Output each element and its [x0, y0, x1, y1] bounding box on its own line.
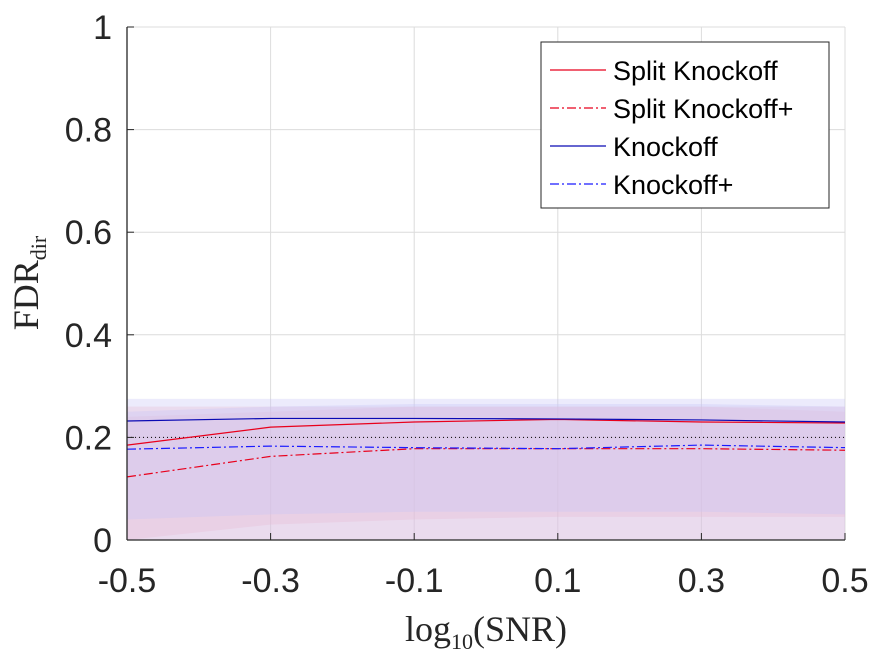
legend-label-knockoff: Knockoff — [613, 132, 718, 162]
y-tick-label: 0.4 — [65, 317, 112, 355]
x-tick-label: -0.5 — [98, 562, 157, 600]
series-line-split-knockoff — [126, 418, 846, 446]
y-tick-label: 0.8 — [65, 112, 112, 150]
legend: Split Knockoff Split Knockoff+ Knockoff … — [540, 41, 830, 209]
y-tick-label: 0 — [93, 522, 112, 560]
series-lines — [126, 417, 846, 478]
y-tick-label: 0.6 — [65, 214, 112, 252]
axes — [126, 26, 846, 541]
series-line-knockoff-plus — [126, 444, 846, 450]
x-tick-label: 0.1 — [534, 562, 581, 600]
x-tick-label: -0.3 — [241, 562, 300, 600]
confidence-bands — [127, 398, 845, 540]
legend-label-split-knockoff-plus: Split Knockoff+ — [613, 94, 793, 124]
legend-label-knockoff-plus: Knockoff+ — [613, 170, 733, 200]
y-tick-label: 0.2 — [65, 419, 112, 457]
x-axis-title-subscript: 10 — [451, 629, 473, 654]
band-knockoff-plus — [127, 404, 845, 540]
band-split-knockoff-plus — [127, 406, 845, 540]
series-line-knockoff — [126, 417, 846, 423]
x-tick-label: -0.1 — [385, 562, 444, 600]
x-tick-labels: -0.5 -0.3 -0.1 0.1 0.3 0.5 — [98, 562, 869, 600]
legend-label-split-knockoff: Split Knockoff — [613, 56, 778, 86]
x-tick-label: 0.3 — [678, 562, 725, 600]
x-axis-title: log10(SNR) — [405, 609, 567, 654]
y-axis-title-subscript: dir — [26, 235, 51, 260]
x-axis-title-rest: (SNR) — [473, 609, 567, 649]
y-tick-labels: 0 0.2 0.4 0.6 0.8 1 — [65, 9, 112, 560]
x-axis-title-base: log — [405, 609, 451, 649]
band-knockoff — [127, 398, 845, 520]
x-tick-label: 0.5 — [821, 562, 868, 600]
y-tick-label: 1 — [93, 9, 112, 47]
band-split-knockoff — [127, 406, 845, 540]
y-axis-title-base: FDR — [6, 260, 46, 330]
y-axis-title: FDRdir — [6, 235, 51, 330]
